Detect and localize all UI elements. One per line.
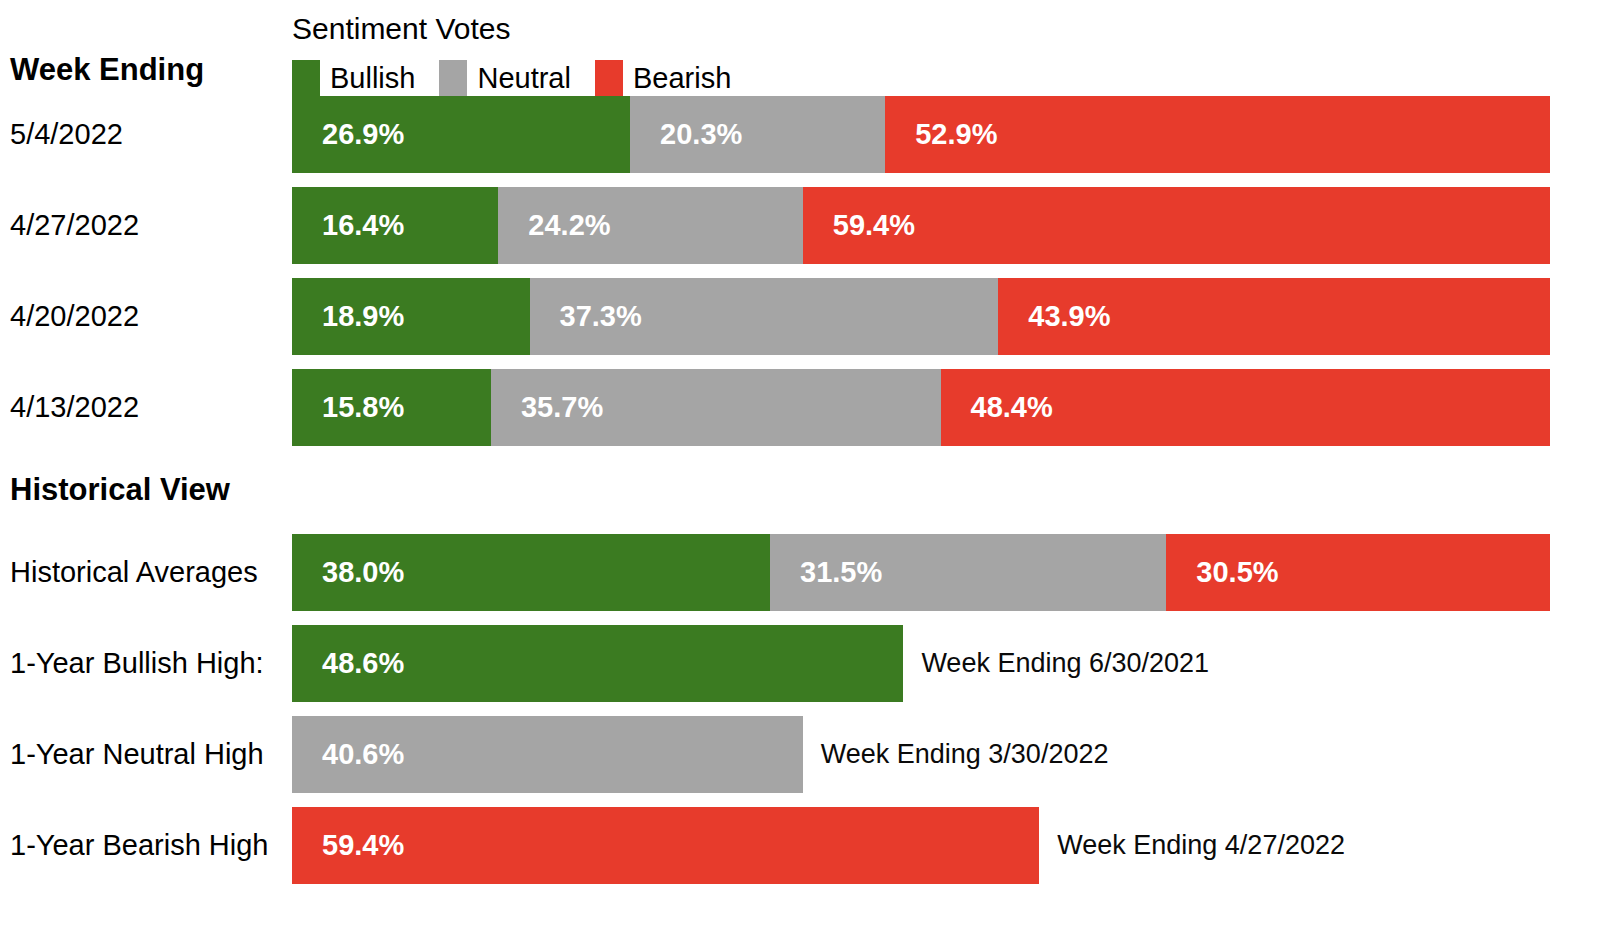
bullish-high-value: 48.6%: [292, 647, 404, 680]
legend-swatch-bullish: [292, 60, 320, 96]
bullish-high-annotation: Week Ending 6/30/2021: [921, 648, 1209, 679]
neutral-segment: 31.5%: [770, 534, 1166, 611]
bearish-high-label: 1-Year Bearish High: [0, 807, 292, 884]
historical-view-heading: Historical View: [0, 472, 1600, 508]
bullish-high-row: 1-Year Bullish High: 48.6% Week Ending 6…: [0, 625, 1600, 702]
bearish-value: 59.4%: [803, 209, 915, 242]
bullish-segment: 38.0%: [292, 534, 770, 611]
bullish-segment: 18.9%: [292, 278, 530, 355]
stacked-bar: 16.4% 24.2% 59.4%: [292, 187, 1550, 264]
historical-averages-label: Historical Averages: [0, 534, 292, 611]
bearish-value: 48.4%: [941, 391, 1053, 424]
neutral-segment: 35.7%: [491, 369, 941, 446]
sentiment-votes-chart: Week Ending Sentiment Votes Bullish Neut…: [0, 0, 1600, 925]
neutral-high-label: 1-Year Neutral High: [0, 716, 292, 793]
bullish-high-label: 1-Year Bullish High:: [0, 625, 292, 702]
legend-label-bearish: Bearish: [633, 62, 731, 95]
neutral-high-annotation: Week Ending 3/30/2022: [821, 739, 1109, 770]
legend-swatch-bearish: [595, 60, 623, 96]
legend-label-bullish: Bullish: [330, 62, 415, 95]
stacked-bar: 38.0% 31.5% 30.5%: [292, 534, 1550, 611]
historical-averages-row: Historical Averages 38.0% 31.5% 30.5%: [0, 534, 1600, 611]
neutral-value: 37.3%: [530, 300, 642, 333]
week-row: 4/13/2022 15.8% 35.7% 48.4%: [0, 369, 1600, 446]
neutral-segment: 24.2%: [498, 187, 802, 264]
neutral-value: 31.5%: [770, 556, 882, 589]
chart-header: Week Ending Sentiment Votes Bullish Neut…: [0, 10, 1600, 96]
stacked-bar: 26.9% 20.3% 52.9%: [292, 96, 1550, 173]
chart-title: Sentiment Votes: [292, 10, 1550, 47]
neutral-value: 20.3%: [630, 118, 742, 151]
week-label: 4/20/2022: [0, 278, 292, 355]
neutral-segment: 20.3%: [630, 96, 885, 173]
bullish-value: 16.4%: [292, 209, 404, 242]
bearish-segment: 43.9%: [998, 278, 1550, 355]
neutral-high-row: 1-Year Neutral High 40.6% Week Ending 3/…: [0, 716, 1600, 793]
bearish-segment: 59.4%: [803, 187, 1550, 264]
week-label: 4/13/2022: [0, 369, 292, 446]
neutral-high-bar: 40.6%: [292, 716, 803, 793]
bullish-segment: 15.8%: [292, 369, 491, 446]
bullish-segment: 16.4%: [292, 187, 498, 264]
bullish-value: 26.9%: [292, 118, 404, 151]
legend-label-neutral: Neutral: [477, 62, 571, 95]
bearish-segment: 30.5%: [1166, 534, 1550, 611]
neutral-high-value: 40.6%: [292, 738, 404, 771]
week-row: 4/27/2022 16.4% 24.2% 59.4%: [0, 187, 1600, 264]
bullish-value: 38.0%: [292, 556, 404, 589]
week-row: 5/4/2022 26.9% 20.3% 52.9%: [0, 96, 1600, 173]
bullish-segment: 26.9%: [292, 96, 630, 173]
legend: Bullish Neutral Bearish: [292, 60, 1550, 96]
bearish-high-annotation: Week Ending 4/27/2022: [1057, 830, 1345, 861]
bearish-value: 43.9%: [998, 300, 1110, 333]
bearish-high-bar: 59.4%: [292, 807, 1039, 884]
bearish-value: 52.9%: [885, 118, 997, 151]
week-row: 4/20/2022 18.9% 37.3% 43.9%: [0, 278, 1600, 355]
neutral-value: 35.7%: [491, 391, 603, 424]
stacked-bar: 15.8% 35.7% 48.4%: [292, 369, 1550, 446]
bearish-value: 30.5%: [1166, 556, 1278, 589]
bearish-high-value: 59.4%: [292, 829, 404, 862]
bearish-segment: 52.9%: [885, 96, 1550, 173]
bullish-value: 18.9%: [292, 300, 404, 333]
neutral-value: 24.2%: [498, 209, 610, 242]
legend-swatch-neutral: [439, 60, 467, 96]
week-label: 4/27/2022: [0, 187, 292, 264]
week-ending-column-title: Week Ending: [10, 10, 292, 88]
bearish-segment: 48.4%: [941, 369, 1550, 446]
bearish-high-row: 1-Year Bearish High 59.4% Week Ending 4/…: [0, 807, 1600, 884]
week-label: 5/4/2022: [0, 96, 292, 173]
bullish-high-bar: 48.6%: [292, 625, 903, 702]
stacked-bar: 18.9% 37.3% 43.9%: [292, 278, 1550, 355]
bullish-value: 15.8%: [292, 391, 404, 424]
neutral-segment: 37.3%: [530, 278, 999, 355]
